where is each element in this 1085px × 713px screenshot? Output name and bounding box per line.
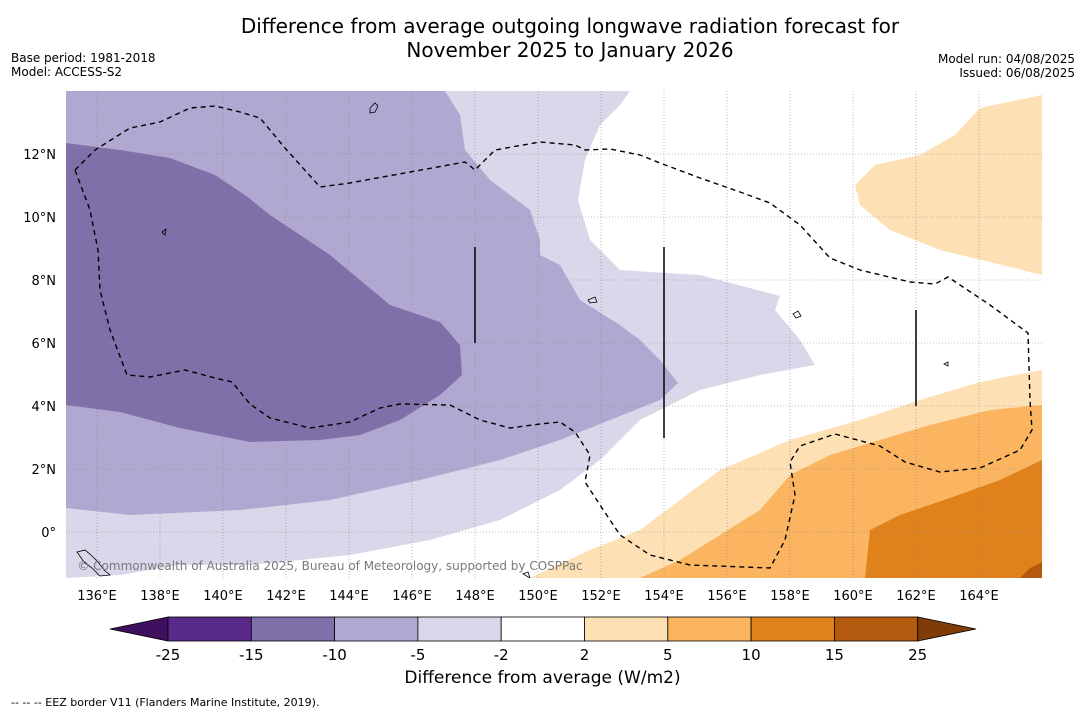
map-area (66, 91, 1042, 578)
eez-border-west (74, 105, 1033, 569)
base-period: Base period: 1981-2018 (11, 51, 156, 65)
longitude-label: 158°E (770, 589, 810, 604)
latitude-labels: 12°N 10°N 8°N 6°N 4°N 2°N 0° (23, 148, 56, 541)
title-line-2: November 2025 to January 2026 (406, 38, 734, 62)
copyright-notice: © Commonwealth of Australia 2025, Bureau… (77, 559, 582, 573)
colorbar-swatch (417, 616, 502, 642)
colorbar-swatch (667, 616, 752, 642)
longitude-label: 162°E (896, 589, 936, 604)
longitude-label: 140°E (203, 589, 243, 604)
island-outlines (76, 102, 949, 578)
longitude-label: 148°E (455, 589, 495, 604)
island-small (587, 296, 598, 304)
latitude-label: 0° (41, 526, 56, 541)
latitude-label: 8°N (32, 274, 57, 289)
olr-dark-orange-region (865, 460, 1042, 578)
colorbar-tick-label: -10 (322, 646, 347, 664)
colorbar-tick-label: 15 (825, 646, 844, 664)
colorbar-tick-label: 5 (663, 646, 673, 664)
colorbar-tick-label: -15 (239, 646, 264, 664)
island-small (792, 310, 802, 319)
longitude-label: 152°E (581, 589, 621, 604)
latitude-label: 4°N (32, 400, 57, 415)
colorbar-extend-low (109, 616, 169, 642)
colorbar-swatch (500, 616, 585, 642)
colorbar-extend-high (917, 616, 977, 642)
colorbar-tick-label: 10 (742, 646, 761, 664)
olr-light-orange-north (855, 95, 1042, 275)
olr-dark-purple-region (66, 143, 462, 442)
latitude-label: 10°N (23, 211, 56, 226)
model-run: Model run: 04/08/2025 (937, 52, 1075, 66)
colorbar-tick-label: -25 (156, 646, 181, 664)
island-small (943, 361, 949, 367)
chart-title: Difference from average outgoing longwav… (0, 14, 1085, 62)
longitude-label: 154°E (644, 589, 684, 604)
colorbar-swatch (584, 616, 669, 642)
colorbar-label: Difference from average (W/m2) (404, 668, 681, 688)
longitude-label: 160°E (833, 589, 873, 604)
island-small (522, 571, 531, 578)
colorbar-swatch (834, 616, 919, 642)
latitude-label: 6°N (32, 337, 57, 352)
colorbar-swatch (167, 616, 252, 642)
colorbar-tick-label: -5 (410, 646, 425, 664)
colorbar-swatch (250, 616, 336, 642)
colorbar-swatch (334, 616, 419, 642)
gridlines (66, 91, 1042, 578)
longitude-label: 144°E (329, 589, 369, 604)
run-info: Model run: 04/08/2025 Issued: 06/08/2025 (938, 52, 1075, 80)
model-name: Model: ACCESS-S2 (11, 65, 123, 79)
longitude-label: 164°E (959, 589, 999, 604)
colorbar-swatch (750, 616, 835, 642)
island-small (161, 228, 167, 236)
colorbar-tick-label: -2 (494, 646, 509, 664)
title-line-1: Difference from average outgoing longwav… (240, 14, 900, 38)
issued-date: Issued: 06/08/2025 (959, 66, 1075, 80)
colorbar: -25 -15 -10 -5 -2 2 5 10 15 25 (109, 616, 977, 664)
longitude-labels: 136°E 138°E 140°E 142°E 144°E 146°E 148°E 150°E… (77, 589, 999, 604)
colorbar-tick-label: 2 (580, 646, 590, 664)
olr-deep-orange-region (1020, 562, 1042, 578)
longitude-label: 156°E (707, 589, 747, 604)
island-new-guinea (76, 549, 111, 577)
latitude-label: 2°N (32, 463, 57, 478)
island-guam (369, 102, 379, 114)
longitude-label: 138°E (140, 589, 180, 604)
longitude-label: 142°E (266, 589, 306, 604)
longitude-label: 150°E (518, 589, 558, 604)
longitude-label: 146°E (392, 589, 432, 604)
colorbar-tick-label: 25 (908, 646, 927, 664)
eez-legend-note: -- -- -- EEZ border V11 (Flanders Marine… (11, 696, 320, 709)
latitude-label: 12°N (23, 148, 56, 163)
base-info: Base period: 1981-2018 Model: ACCESS-S2 (11, 51, 156, 79)
longitude-label: 136°E (77, 589, 117, 604)
